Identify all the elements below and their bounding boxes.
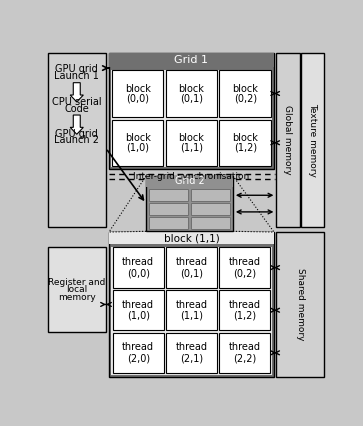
Text: (1,1): (1,1) xyxy=(180,142,203,153)
Text: (0,2): (0,2) xyxy=(234,93,257,103)
Bar xyxy=(219,333,270,373)
Text: Grid 2: Grid 2 xyxy=(175,176,204,186)
Bar xyxy=(109,232,274,377)
Text: memory: memory xyxy=(58,293,95,302)
Bar xyxy=(166,70,217,117)
Bar xyxy=(111,247,272,374)
Text: Code: Code xyxy=(64,104,89,114)
Text: thread: thread xyxy=(229,257,261,267)
Bar xyxy=(113,290,164,331)
Bar xyxy=(166,120,217,166)
Text: block: block xyxy=(179,133,204,143)
Text: block: block xyxy=(179,84,204,94)
Text: Texture memory: Texture memory xyxy=(308,103,317,177)
Bar xyxy=(109,232,274,245)
Text: Grid 1: Grid 1 xyxy=(175,55,208,65)
Text: block (1,1): block (1,1) xyxy=(164,233,219,243)
FancyArrow shape xyxy=(70,115,83,134)
Bar xyxy=(191,203,230,215)
Text: thread: thread xyxy=(175,300,208,310)
Text: Register and: Register and xyxy=(48,278,105,287)
Text: Global memory: Global memory xyxy=(284,105,293,175)
Bar xyxy=(219,290,270,331)
Text: Launch 2: Launch 2 xyxy=(54,135,99,145)
Text: (2,2): (2,2) xyxy=(233,353,256,363)
Bar xyxy=(48,53,106,227)
Text: thread: thread xyxy=(122,300,154,310)
FancyArrow shape xyxy=(70,83,83,102)
Text: thread: thread xyxy=(175,257,208,267)
Text: (1,0): (1,0) xyxy=(127,311,150,321)
Bar xyxy=(219,248,270,288)
Bar xyxy=(149,189,188,201)
Text: GPU grid: GPU grid xyxy=(56,64,98,74)
Bar xyxy=(112,70,163,117)
Bar xyxy=(113,248,164,288)
Text: (1,0): (1,0) xyxy=(126,142,149,153)
Text: (1,2): (1,2) xyxy=(234,142,257,153)
Bar xyxy=(109,53,274,67)
Text: Inter-grid synchronisation: Inter-grid synchronisation xyxy=(133,172,249,181)
Text: (0,0): (0,0) xyxy=(126,93,149,103)
Text: Launch 1: Launch 1 xyxy=(54,71,99,81)
Bar xyxy=(146,176,233,231)
Text: (0,2): (0,2) xyxy=(233,268,256,278)
Bar xyxy=(112,120,163,166)
Text: (0,1): (0,1) xyxy=(180,268,203,278)
Bar xyxy=(191,189,230,201)
Text: thread: thread xyxy=(122,257,154,267)
Text: GPU grid: GPU grid xyxy=(56,129,98,138)
Text: block: block xyxy=(125,133,151,143)
Text: block: block xyxy=(232,84,258,94)
Text: block: block xyxy=(125,84,151,94)
Bar xyxy=(276,53,299,227)
Bar xyxy=(111,69,272,167)
Text: (0,1): (0,1) xyxy=(180,93,203,103)
Text: thread: thread xyxy=(229,343,261,352)
Text: thread: thread xyxy=(122,343,154,352)
Text: thread: thread xyxy=(175,343,208,352)
Text: block: block xyxy=(232,133,258,143)
Text: Shared memory: Shared memory xyxy=(296,268,305,341)
Bar xyxy=(301,53,325,227)
Bar xyxy=(220,120,271,166)
Bar xyxy=(48,248,106,332)
Text: (0,0): (0,0) xyxy=(127,268,150,278)
Bar xyxy=(149,217,188,229)
Bar xyxy=(191,217,230,229)
Bar xyxy=(146,176,233,187)
Bar xyxy=(113,333,164,373)
Bar xyxy=(149,203,188,215)
Text: (2,0): (2,0) xyxy=(127,353,150,363)
Text: thread: thread xyxy=(229,300,261,310)
Bar xyxy=(166,248,217,288)
Text: (1,2): (1,2) xyxy=(233,311,256,321)
Bar xyxy=(220,70,271,117)
Bar xyxy=(166,290,217,331)
Text: local: local xyxy=(66,285,87,294)
Bar xyxy=(109,53,274,169)
Bar xyxy=(276,232,325,377)
Text: (1,1): (1,1) xyxy=(180,311,203,321)
Bar xyxy=(166,333,217,373)
Text: CPU serial: CPU serial xyxy=(52,97,102,107)
Text: (2,1): (2,1) xyxy=(180,353,203,363)
